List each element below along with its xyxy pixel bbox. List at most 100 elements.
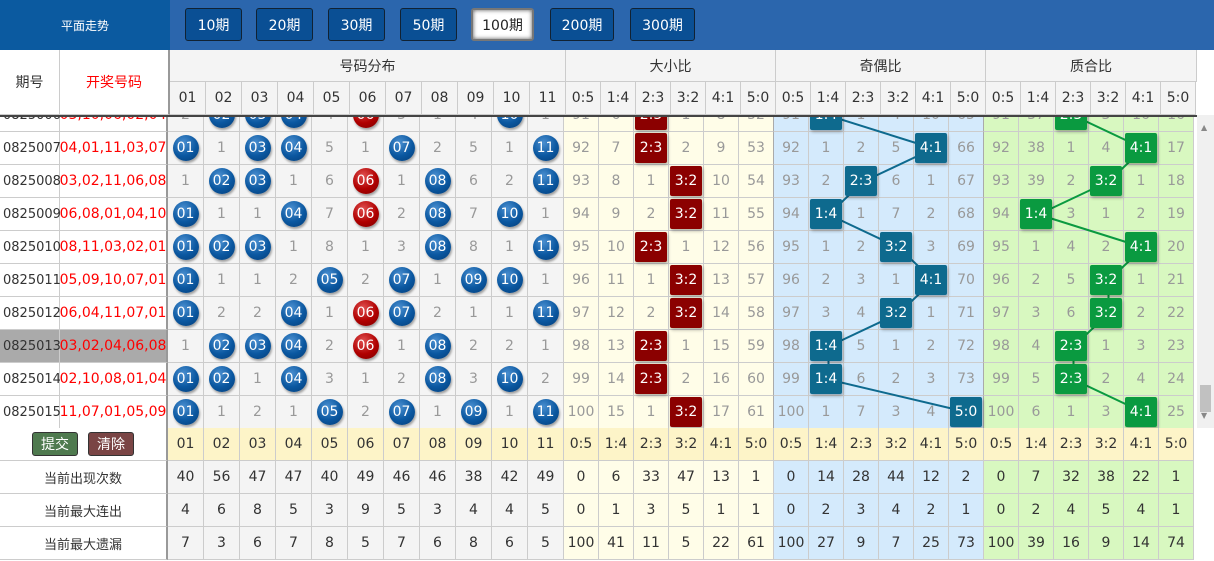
period-button-100期[interactable]: 100期 xyxy=(471,8,534,41)
period-button-10期[interactable]: 10期 xyxy=(185,8,242,41)
ratio-cell: 6 xyxy=(844,363,879,396)
period-button-30期[interactable]: 30期 xyxy=(328,8,385,41)
stats-value: 8 xyxy=(456,527,492,560)
stats-value: 25 xyxy=(914,527,949,560)
number-ball: 10 xyxy=(496,267,523,293)
ratio-cell: 2:3 xyxy=(634,231,669,264)
ratio-cell: 98 xyxy=(564,330,599,363)
number-cell: 2 xyxy=(528,363,564,396)
stats-label: 当前最大遗漏 xyxy=(0,527,168,560)
legend-number: 02 xyxy=(204,428,240,461)
period-button-200期[interactable]: 200期 xyxy=(550,8,614,41)
vertical-scrollbar[interactable]: ▲ ▼ xyxy=(1197,115,1214,428)
stats-label: 当前出现次数 xyxy=(0,461,168,494)
ratio-cell: 16 xyxy=(704,363,739,396)
ratio-cell: 1 xyxy=(634,264,669,297)
ratio-hit-box: 4:1 xyxy=(915,265,947,295)
period-button-50期[interactable]: 50期 xyxy=(400,8,457,41)
legend-ratio: 2:3 xyxy=(1054,428,1089,461)
ratio-column-header: 4:1 xyxy=(916,82,951,115)
number-cell: 2 xyxy=(492,330,528,363)
ratio-cell: 2 xyxy=(844,231,879,264)
number-cell: 7 xyxy=(312,198,348,231)
ratio-cell: 97 xyxy=(984,297,1019,330)
number-ball: 07 xyxy=(388,300,415,326)
ratio-hit-box: 2:3 xyxy=(1055,331,1087,361)
stats-value: 14 xyxy=(809,461,844,494)
ratio-hit-box: 5:0 xyxy=(950,397,982,427)
stats-value: 2 xyxy=(949,461,984,494)
action-cell: 提交 清除 xyxy=(0,428,168,461)
number-cell: 1 xyxy=(240,264,276,297)
ratio-cell: 3 xyxy=(879,396,914,428)
ratio-cell: 3:2 xyxy=(1089,264,1124,297)
ratio-hit-box: 2:3 xyxy=(1055,117,1087,130)
stats-value: 4 xyxy=(456,494,492,527)
period-button-20期[interactable]: 20期 xyxy=(256,8,313,41)
ratio-cell: 2 xyxy=(879,363,914,396)
stats-value: 5 xyxy=(1089,494,1124,527)
ratio-cell: 1:4 xyxy=(809,330,844,363)
number-cell: 1 xyxy=(240,363,276,396)
stats-value: 7 xyxy=(168,527,204,560)
ratio-cell: 38 xyxy=(1019,132,1054,165)
ratio-hit-box: 3:2 xyxy=(880,298,912,328)
stats-value: 4 xyxy=(1054,494,1089,527)
ratio-cell: 1 xyxy=(669,231,704,264)
number-cell: 1 xyxy=(204,132,240,165)
ratio-hit-box: 3:2 xyxy=(670,166,702,196)
number-ball: 08 xyxy=(424,168,451,194)
table-row: 0825013 03,02,04,06,08 1 02 03 04 2 06 1 08 2 2 1 98 1… xyxy=(0,330,1194,363)
submit-button[interactable]: 提交 xyxy=(32,432,78,456)
stats-value: 3 xyxy=(312,494,348,527)
stats-value: 56 xyxy=(204,461,240,494)
ratio-cell: 9 xyxy=(704,132,739,165)
ratio-hit-box: 1:4 xyxy=(810,331,842,361)
stats-value: 1 xyxy=(739,494,774,527)
ratio-cell: 2 xyxy=(844,132,879,165)
stats-value: 47 xyxy=(240,461,276,494)
number-cell: 1 xyxy=(420,117,456,132)
ratio-column-header: 5:0 xyxy=(951,82,986,115)
stats-value: 5 xyxy=(528,494,564,527)
legend-ratio: 2:3 xyxy=(844,428,879,461)
draw-numbers: 03,02,04,06,08 xyxy=(60,330,168,363)
ratio-hit-box: 4:1 xyxy=(1125,232,1157,262)
number-cell: 1 xyxy=(528,264,564,297)
scroll-down-icon[interactable]: ▼ xyxy=(1201,411,1208,420)
ratio-cell: 13 xyxy=(704,264,739,297)
ratio-hit-box: 2:3 xyxy=(635,364,667,394)
number-cell: 2 xyxy=(348,264,384,297)
legend-number: 01 xyxy=(168,428,204,461)
stats-value: 6 xyxy=(599,461,634,494)
number-column-header: 03 xyxy=(242,82,278,115)
ratio-cell: 12 xyxy=(704,231,739,264)
stats-value: 5 xyxy=(669,494,704,527)
number-cell: 08 xyxy=(420,330,456,363)
legend-ratio: 0:5 xyxy=(564,428,599,461)
ratio-cell: 3:2 xyxy=(879,297,914,330)
ratio-column-header: 0:5 xyxy=(986,82,1021,115)
ratio-cell: 57 xyxy=(739,264,774,297)
ratio-cell: 69 xyxy=(949,231,984,264)
number-cell: 08 xyxy=(420,198,456,231)
scroll-up-icon[interactable]: ▲ xyxy=(1201,123,1208,132)
stats-value: 16 xyxy=(1054,527,1089,560)
legend-ratio: 0:5 xyxy=(774,428,809,461)
number-ball: 10 xyxy=(496,366,523,392)
number-ball: 02 xyxy=(208,333,235,359)
clear-button[interactable]: 清除 xyxy=(88,432,134,456)
number-ball: 07 xyxy=(388,267,415,293)
group-header-3: 质合比 xyxy=(986,50,1197,82)
number-cell: 03 xyxy=(240,165,276,198)
period-button-300期[interactable]: 300期 xyxy=(630,8,695,41)
ratio-cell: 99 xyxy=(564,363,599,396)
number-cell: 2 xyxy=(492,165,528,198)
ratio-cell: 5 xyxy=(1019,363,1054,396)
legend-ratio: 5:0 xyxy=(739,428,774,461)
stats-value: 1 xyxy=(599,494,634,527)
number-cell: 10 xyxy=(492,198,528,231)
ratio-cell: 7 xyxy=(879,198,914,231)
scrollbar-thumb[interactable] xyxy=(1200,385,1211,412)
stats-value: 1 xyxy=(949,494,984,527)
